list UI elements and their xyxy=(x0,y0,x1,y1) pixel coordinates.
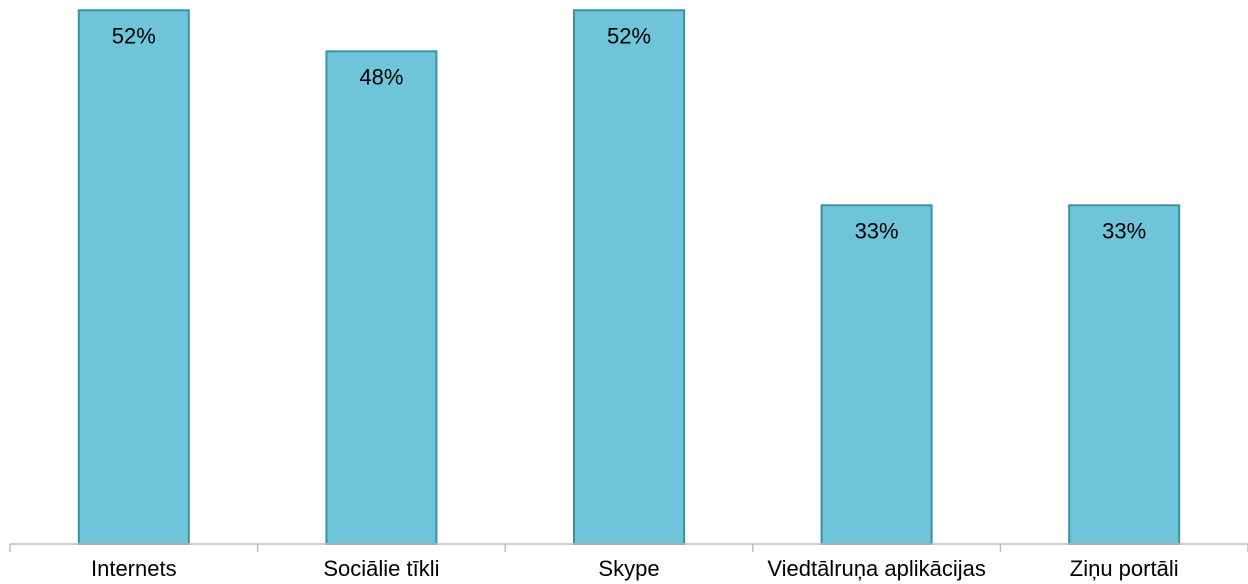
category-label: Skype xyxy=(598,556,659,581)
bar-value-label: 52% xyxy=(607,23,651,48)
category-label: Sociālie tīkli xyxy=(323,556,439,581)
bar-value-label: 33% xyxy=(1102,218,1146,243)
bar-value-label: 48% xyxy=(359,64,403,89)
bar xyxy=(325,50,438,546)
category-label: Internets xyxy=(91,556,177,581)
bar-value-label: 33% xyxy=(855,218,899,243)
bar xyxy=(573,9,685,545)
x-axis-category-labels: Internets Sociālie tīkli Skype Viedtālruņa … xyxy=(91,556,1179,581)
x-axis-ticks xyxy=(9,544,1248,552)
value-labels-layer: 52% 48% 52% 33% 33% xyxy=(112,23,1146,243)
bar xyxy=(1068,204,1181,545)
bar xyxy=(820,204,933,545)
bar xyxy=(77,9,190,545)
bar-value-label: 52% xyxy=(112,23,156,48)
category-label: Viedtālruņa aplikācijas xyxy=(767,556,986,581)
category-label: Ziņu portāli xyxy=(1070,556,1179,581)
bars-layer xyxy=(77,9,1181,546)
